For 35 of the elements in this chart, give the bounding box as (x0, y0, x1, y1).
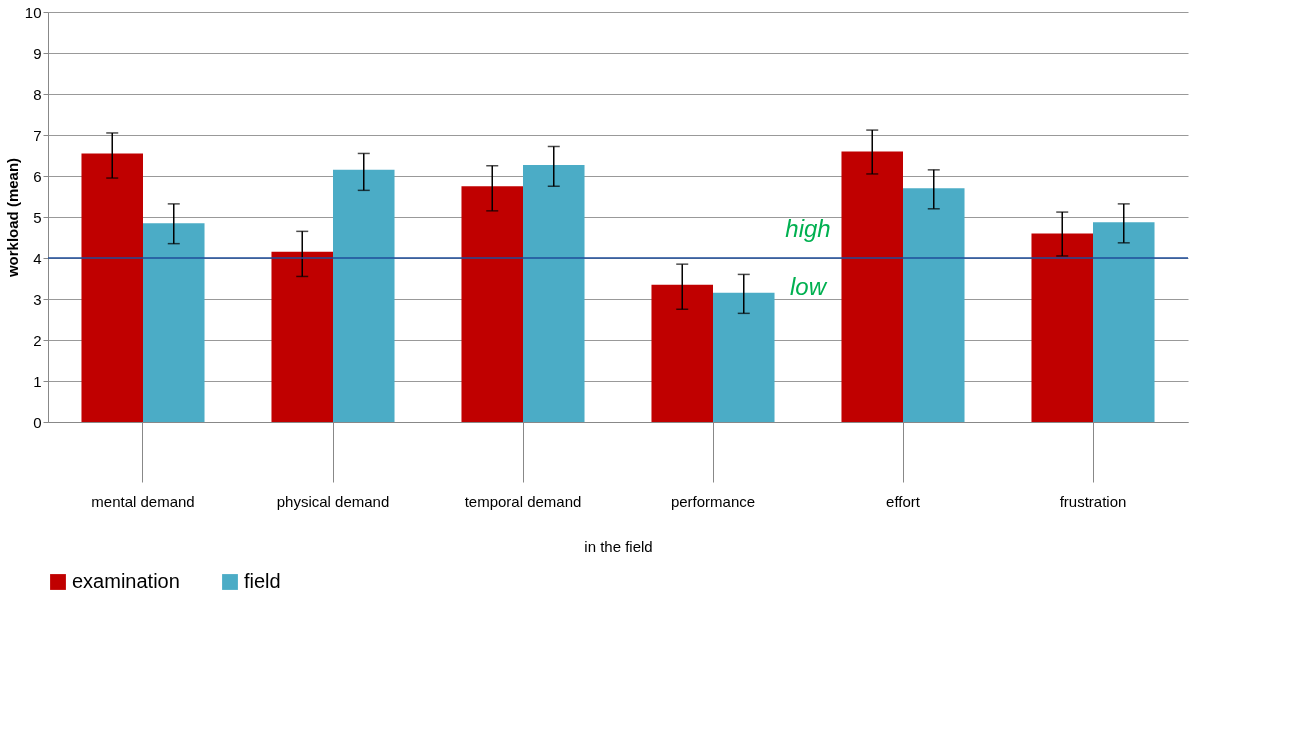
x-tick-label: physical demand (276, 492, 390, 510)
legend-label: field (244, 570, 281, 592)
annotation: high (785, 215, 831, 242)
x-tick-label: effort (886, 492, 921, 510)
x-tick-label: frustration (1059, 492, 1127, 510)
y-tick-label: 3 (33, 290, 42, 308)
bar (1031, 233, 1093, 422)
x-tick-label: mental demand (91, 492, 195, 510)
bar (81, 153, 143, 422)
y-axis-title: workload (mean) (3, 157, 21, 279)
y-tick-label: 6 (33, 167, 42, 185)
bar (651, 284, 713, 422)
bar (903, 188, 965, 422)
bar (143, 223, 205, 422)
x-tick-label: performance (670, 492, 756, 510)
bar (271, 251, 333, 422)
y-tick-label: 10 (24, 3, 42, 21)
y-tick-label: 4 (33, 249, 42, 267)
legend-label: examination (72, 570, 180, 592)
bar (461, 186, 523, 422)
y-tick-label: 8 (33, 85, 42, 103)
y-tick-label: 7 (33, 126, 42, 144)
bar (333, 169, 395, 422)
x-tick-label: temporal demand (464, 492, 582, 510)
bar (713, 292, 775, 422)
bar (523, 164, 585, 422)
x-axis-title: in the field (584, 537, 653, 555)
bar (841, 151, 903, 422)
y-tick-label: 0 (33, 413, 42, 431)
bar (1093, 222, 1155, 422)
y-tick-label: 2 (33, 331, 42, 349)
y-tick-label: 9 (33, 44, 42, 62)
y-tick-label: 5 (33, 208, 42, 226)
y-tick-label: 1 (33, 372, 42, 390)
annotation: low (789, 273, 828, 300)
